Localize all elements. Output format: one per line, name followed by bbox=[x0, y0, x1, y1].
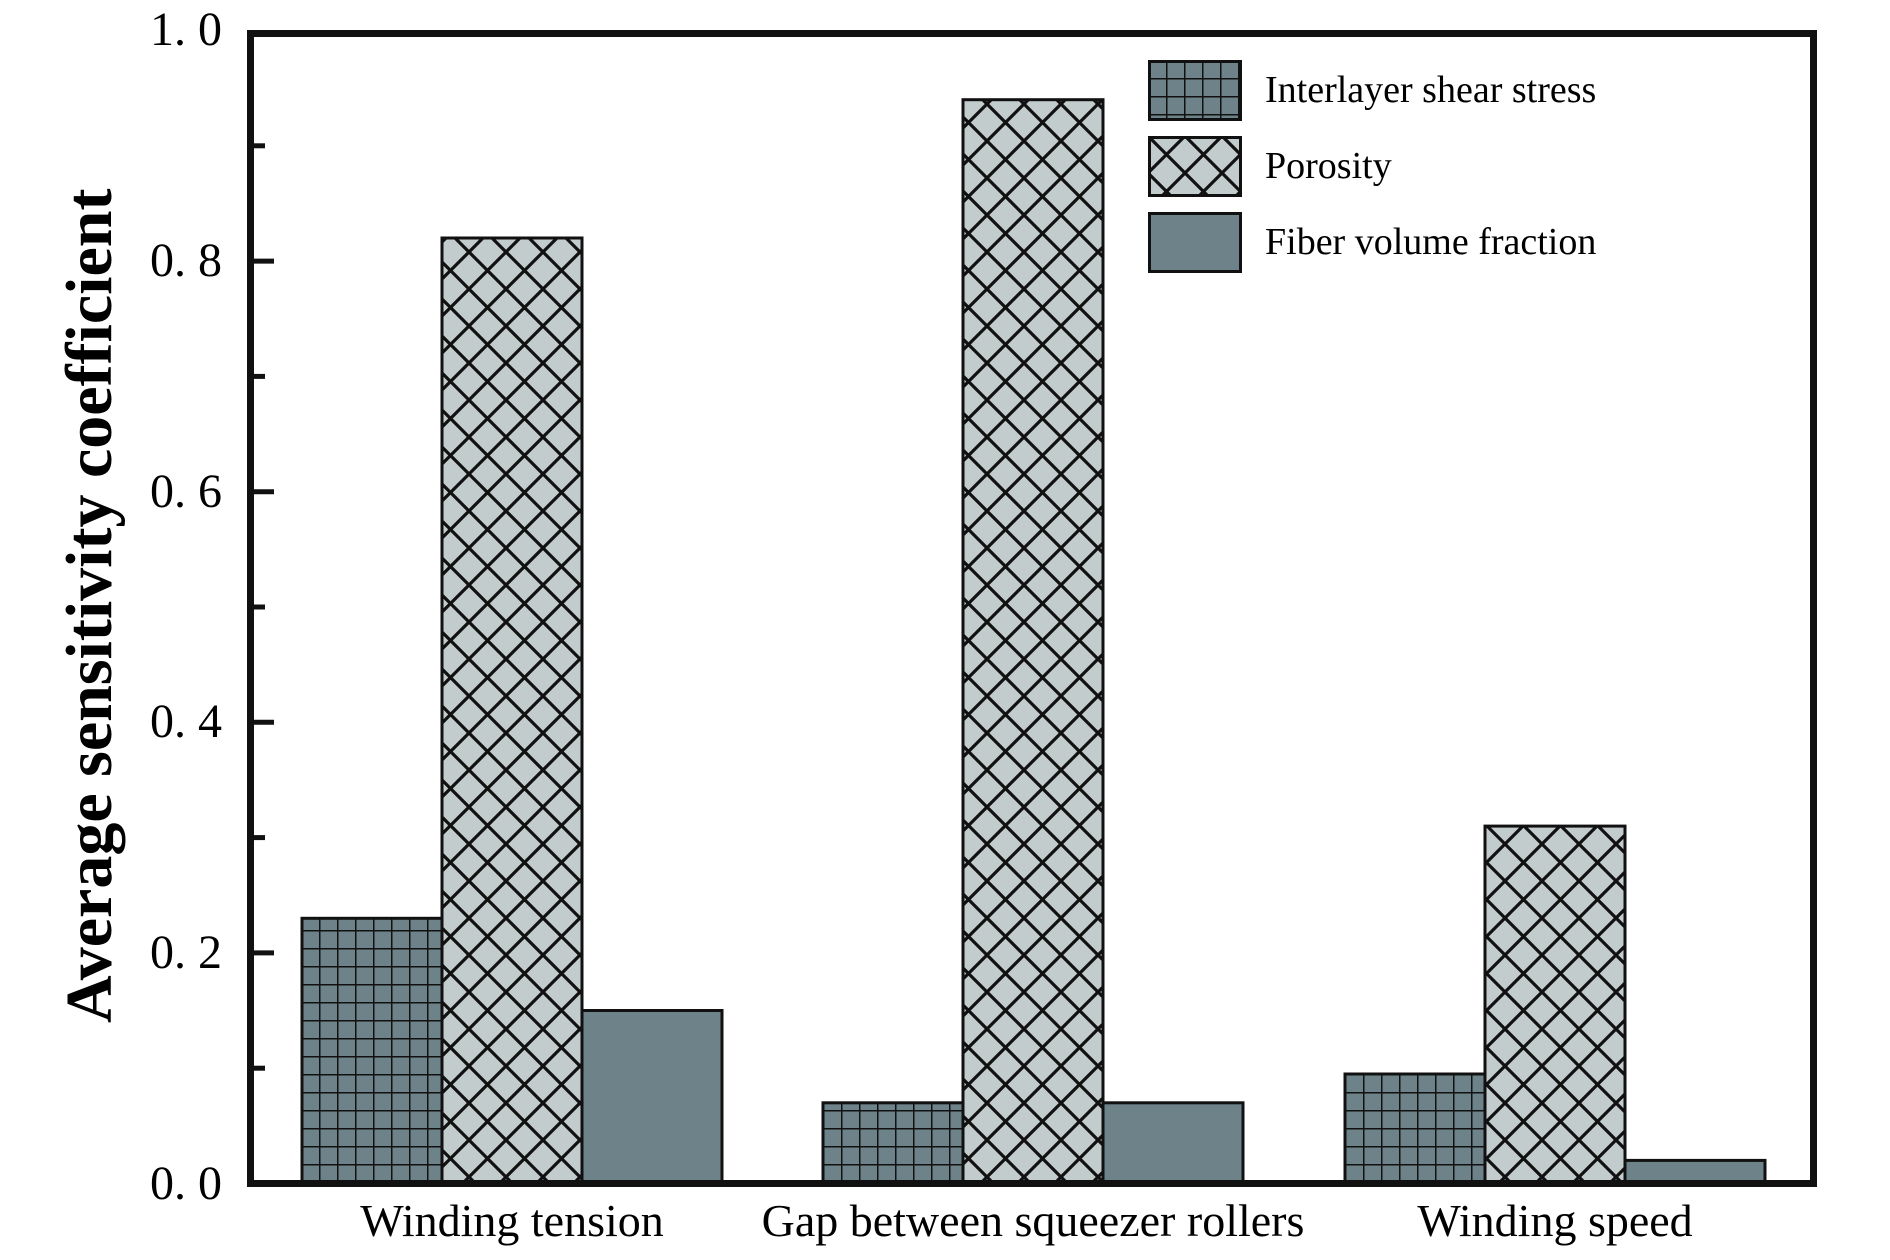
bar-interlayer-shear-stress-winding-tension bbox=[300, 916, 444, 1187]
y-tick-label-0.8: 0. 8 bbox=[150, 234, 222, 287]
legend-item-porosity: Porosity bbox=[1148, 136, 1596, 197]
legend-label: Porosity bbox=[1265, 145, 1392, 187]
plot-area bbox=[247, 30, 1817, 1187]
y-axis-title: Average sensitivity coefficient bbox=[53, 188, 126, 1024]
y-tick-label-0.0: 0. 0 bbox=[150, 1157, 222, 1210]
bar-interlayer-shear-stress-gap-between-squeezer-rollers bbox=[821, 1101, 965, 1187]
x-category-label-winding-speed: Winding speed bbox=[1417, 1195, 1693, 1246]
x-category-label-gap-between-squeezer-rollers: Gap between squeezer rollers bbox=[761, 1195, 1305, 1246]
legend-swatch-crosshatch-pattern bbox=[1148, 136, 1242, 197]
bar-interlayer-shear-stress-winding-speed bbox=[1343, 1072, 1487, 1187]
legend-label: Fiber volume fraction bbox=[1265, 221, 1597, 263]
bar-porosity-winding-tension bbox=[440, 236, 584, 1187]
bar-fiber-volume-fraction-gap-between-squeezer-rollers bbox=[1101, 1101, 1245, 1187]
legend-item-interlayer-shear-stress: Interlayer shear stress bbox=[1148, 60, 1596, 121]
legend-label: Interlayer shear stress bbox=[1265, 69, 1597, 111]
bar-porosity-gap-between-squeezer-rollers bbox=[961, 98, 1105, 1187]
y-tick-label-1.0: 1. 0 bbox=[150, 3, 222, 56]
y-tick-label-0.6: 0. 6 bbox=[150, 465, 222, 518]
bar-fiber-volume-fraction-winding-tension bbox=[580, 1009, 724, 1187]
legend: Interlayer shear stress Porosity Fiber v… bbox=[1148, 60, 1596, 288]
x-category-label-winding-tension: Winding tension bbox=[360, 1195, 664, 1246]
y-tick-label-0.2: 0. 2 bbox=[150, 926, 222, 979]
legend-item-fiber-volume-fraction: Fiber volume fraction bbox=[1148, 212, 1596, 273]
legend-swatch-solid bbox=[1148, 212, 1242, 273]
axis-frame bbox=[247, 30, 1817, 1187]
legend-swatch-grid-pattern bbox=[1148, 60, 1242, 121]
bar-porosity-winding-speed bbox=[1483, 824, 1627, 1187]
y-tick-label-0.4: 0. 4 bbox=[150, 695, 222, 748]
